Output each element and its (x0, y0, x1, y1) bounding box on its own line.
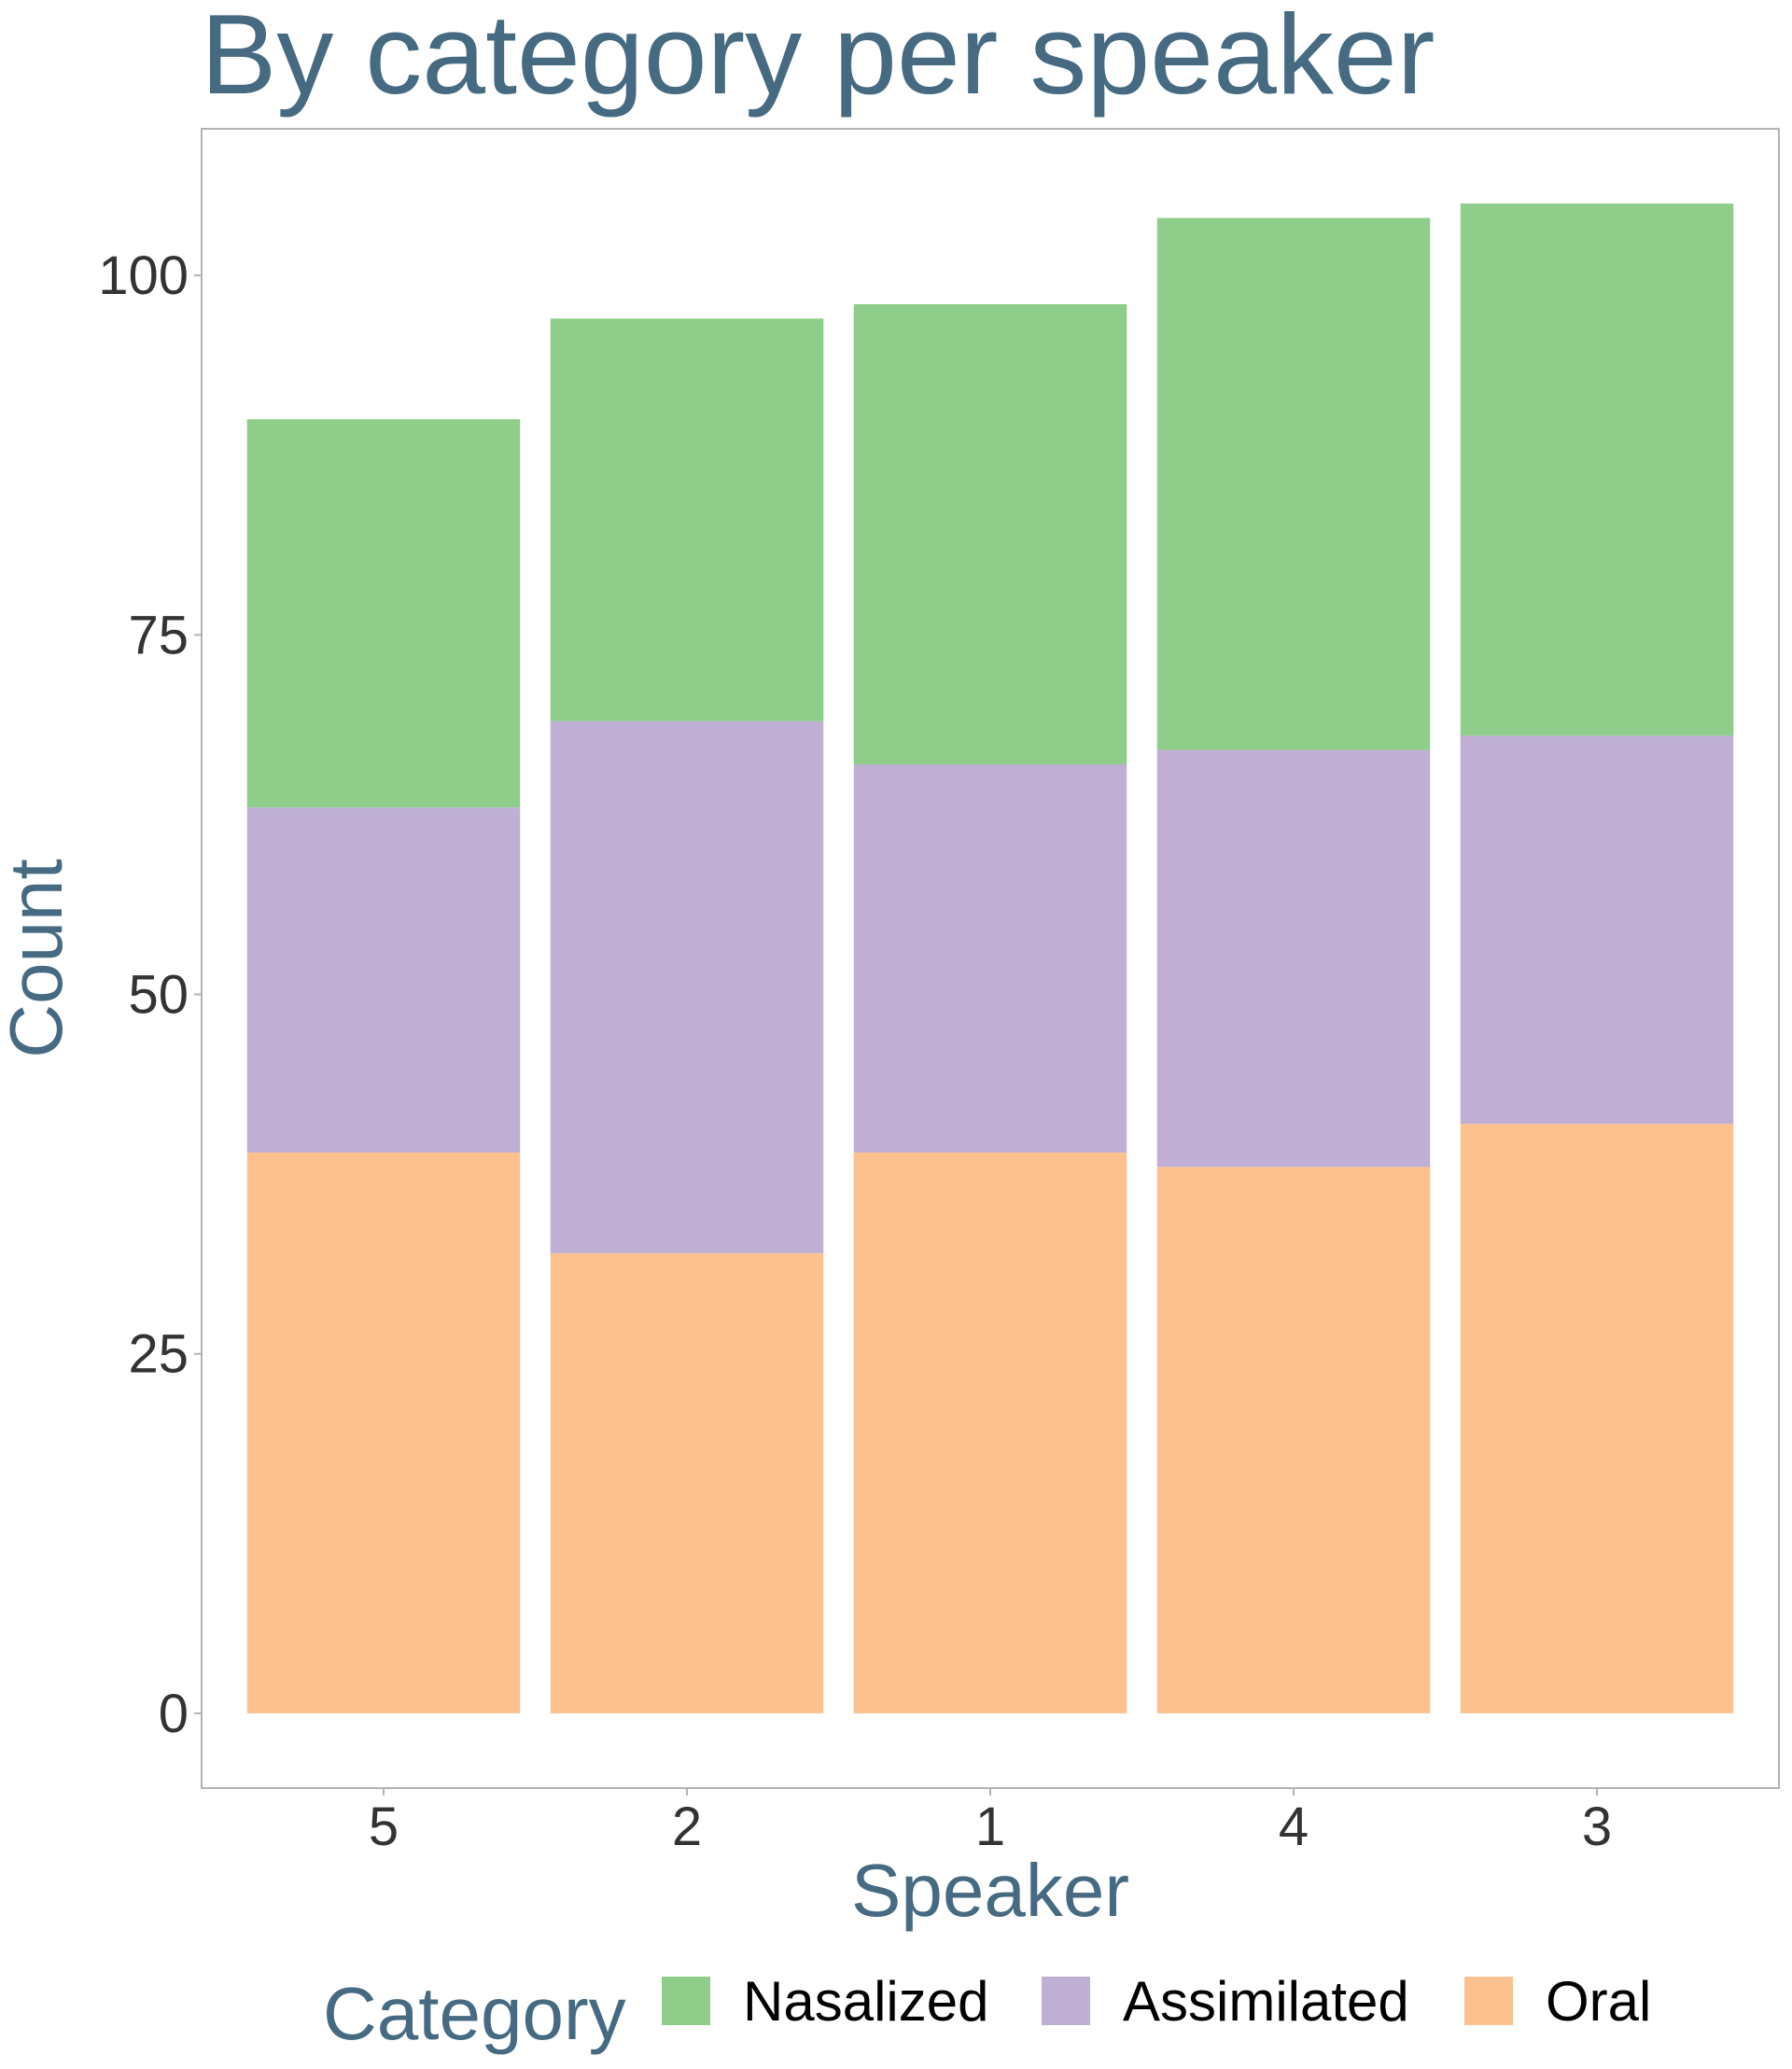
y-tick-label: 50 (128, 965, 189, 1026)
bar-nasalized-speaker-3 (1460, 203, 1734, 736)
bar-nasalized-speaker-2 (550, 318, 824, 721)
bar-assimilated-speaker-2 (550, 720, 824, 1253)
chart-title: By category per speaker (201, 0, 1435, 118)
bar-nasalized-speaker-5 (246, 419, 521, 808)
x-axis-title: Speaker (851, 1849, 1129, 1932)
x-tick-label: 4 (1279, 1796, 1309, 1857)
legend-label-nasalized: Nasalized (743, 1970, 988, 2033)
bar-oral-speaker-2 (550, 1252, 824, 1713)
legend: Category Nasalized Assimilated Oral (323, 1970, 1651, 2055)
bar-assimilated-speaker-3 (1460, 735, 1734, 1125)
y-axis-title: Count (0, 859, 77, 1057)
bar-assimilated-speaker-5 (246, 807, 521, 1153)
x-tick-label: 1 (975, 1796, 1005, 1857)
legend-key-assimilated (1042, 1977, 1090, 2025)
legend-key-nasalized (662, 1977, 710, 2025)
y-tick-label: 75 (128, 605, 189, 665)
bars-layer (246, 203, 1734, 1713)
x-tick-label: 5 (369, 1796, 399, 1857)
y-axis: 0 25 50 75 100 (98, 245, 202, 1744)
bar-nasalized-speaker-1 (853, 303, 1127, 765)
bar-nasalized-speaker-4 (1156, 217, 1431, 750)
legend-key-oral (1464, 1977, 1513, 2025)
bar-oral-speaker-4 (1156, 1167, 1431, 1713)
y-tick-label: 100 (98, 245, 189, 306)
bar-oral-speaker-1 (853, 1152, 1127, 1713)
y-tick-label: 25 (128, 1324, 189, 1385)
bar-assimilated-speaker-4 (1156, 749, 1431, 1167)
y-tick-label: 0 (159, 1684, 189, 1744)
x-tick-label: 2 (672, 1796, 702, 1857)
x-tick-label: 3 (1582, 1796, 1612, 1857)
legend-title: Category (323, 1972, 626, 2055)
bar-assimilated-speaker-1 (853, 764, 1127, 1153)
bar-oral-speaker-3 (1460, 1124, 1734, 1713)
x-axis: 5 2 1 4 3 (369, 1788, 1612, 1857)
legend-label-oral: Oral (1546, 1970, 1651, 2033)
legend-label-assimilated: Assimilated (1123, 1970, 1409, 2033)
bar-oral-speaker-5 (246, 1152, 521, 1713)
